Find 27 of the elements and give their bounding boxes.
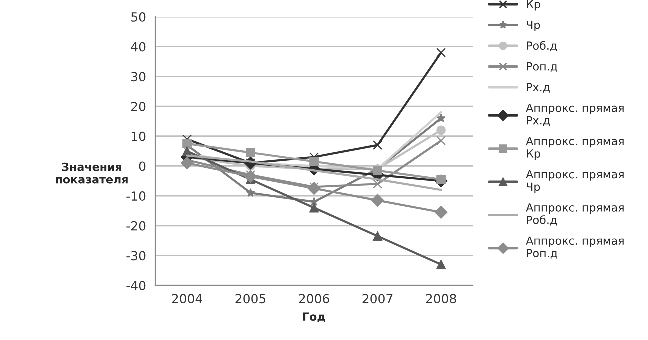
x-tick-label: 2008 xyxy=(426,294,456,304)
y-tick-label: 0 xyxy=(139,162,146,172)
x-tick-label: 2006 xyxy=(299,294,330,304)
x-axis-title: Год xyxy=(303,312,326,322)
y-tick-label: -10 xyxy=(126,192,146,201)
x-tick-label: 2007 xyxy=(362,294,393,304)
y-tick-label: 10 xyxy=(132,132,146,142)
y-tick-label: 50 xyxy=(132,12,146,22)
y-tick-label: -30 xyxy=(126,251,146,261)
legend-label: Кр xyxy=(527,0,540,11)
legend-label: Аппрокс. прямая Кр xyxy=(526,137,624,160)
x-tick-label: 2005 xyxy=(236,294,266,304)
legend-label: Чр xyxy=(527,21,540,32)
legend-label: Роп.д xyxy=(527,62,558,72)
y-tick-label: -40 xyxy=(126,281,146,291)
y-tick-label: -20 xyxy=(126,221,146,231)
y-tick-label: 30 xyxy=(132,72,146,82)
legend-label: Аппрокс. прямая Рх.д xyxy=(526,104,624,126)
legend-label: Аппрокс. прямая Роб.д xyxy=(526,204,624,226)
y-tick-label: 40 xyxy=(131,42,146,52)
y-axis-title: Значения показателя xyxy=(56,162,128,184)
legend-label: Аппрокс. прямая Роп.д xyxy=(526,236,624,259)
legend-label: Рх.д xyxy=(527,83,550,93)
legend-label: Аппрокс. прямая Чр xyxy=(526,170,624,194)
legend-label: Роб.д xyxy=(527,41,558,52)
y-tick-label: 20 xyxy=(132,102,146,112)
x-tick-label: 2004 xyxy=(172,294,202,304)
